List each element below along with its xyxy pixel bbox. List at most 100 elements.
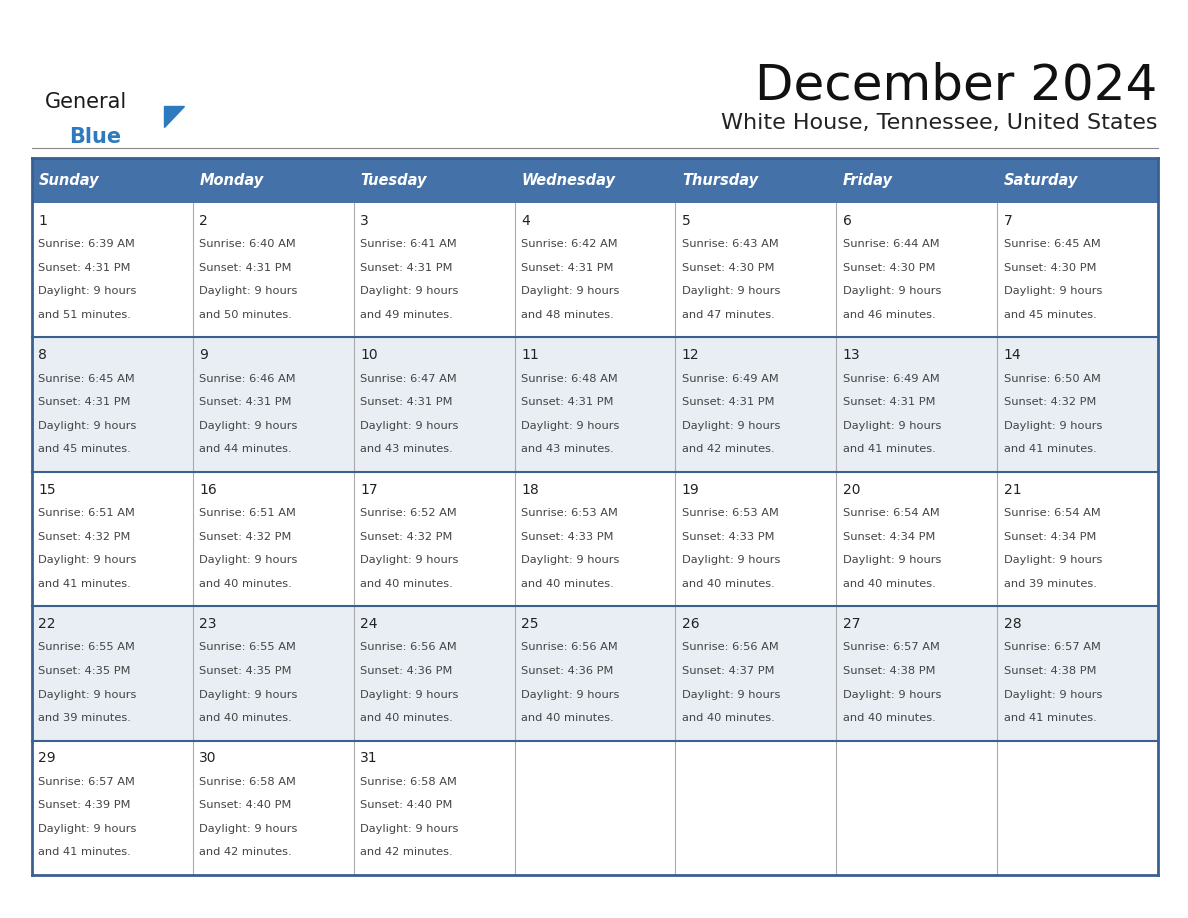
Text: 19: 19 [682,483,700,497]
Text: Sunrise: 6:54 AM: Sunrise: 6:54 AM [1004,508,1100,518]
Text: Sunset: 4:31 PM: Sunset: 4:31 PM [200,263,292,273]
Text: Sunset: 4:37 PM: Sunset: 4:37 PM [682,666,775,676]
Text: Sunset: 4:30 PM: Sunset: 4:30 PM [842,263,935,273]
Text: Sunset: 4:36 PM: Sunset: 4:36 PM [522,666,613,676]
Text: Sunrise: 6:58 AM: Sunrise: 6:58 AM [360,777,457,787]
Text: General: General [45,92,127,112]
Text: Daylight: 9 hours: Daylight: 9 hours [200,689,298,700]
Text: Sunrise: 6:43 AM: Sunrise: 6:43 AM [682,240,778,250]
Text: Daylight: 9 hours: Daylight: 9 hours [522,286,619,297]
Text: Sunset: 4:39 PM: Sunset: 4:39 PM [38,800,131,811]
Text: Sunrise: 6:45 AM: Sunrise: 6:45 AM [1004,240,1100,250]
Text: 28: 28 [1004,617,1022,631]
Text: Daylight: 9 hours: Daylight: 9 hours [38,420,137,431]
Text: and 40 minutes.: and 40 minutes. [842,578,935,588]
Text: 20: 20 [842,483,860,497]
Text: Saturday: Saturday [1004,173,1078,188]
Text: Sunset: 4:31 PM: Sunset: 4:31 PM [200,397,292,408]
Text: and 43 minutes.: and 43 minutes. [360,444,453,454]
Text: Daylight: 9 hours: Daylight: 9 hours [522,689,619,700]
Text: and 43 minutes.: and 43 minutes. [522,444,614,454]
Text: December 2024: December 2024 [754,62,1157,109]
Text: 16: 16 [200,483,217,497]
Text: Sunrise: 6:49 AM: Sunrise: 6:49 AM [842,374,940,384]
Text: Sunrise: 6:39 AM: Sunrise: 6:39 AM [38,240,135,250]
Text: Daylight: 9 hours: Daylight: 9 hours [360,420,459,431]
Text: Sunrise: 6:51 AM: Sunrise: 6:51 AM [38,508,135,518]
Text: Sunset: 4:34 PM: Sunset: 4:34 PM [842,532,935,542]
Text: Sunset: 4:35 PM: Sunset: 4:35 PM [38,666,131,676]
Text: 8: 8 [38,348,48,363]
Text: 15: 15 [38,483,56,497]
Text: Daylight: 9 hours: Daylight: 9 hours [522,555,619,565]
Text: 10: 10 [360,348,378,363]
Text: 24: 24 [360,617,378,631]
Text: and 39 minutes.: and 39 minutes. [1004,578,1097,588]
Bar [32,472,1158,606]
Text: Sunset: 4:34 PM: Sunset: 4:34 PM [1004,532,1097,542]
Text: and 40 minutes.: and 40 minutes. [360,713,453,723]
Text: 1: 1 [38,214,48,228]
Text: 3: 3 [360,214,369,228]
Text: 17: 17 [360,483,378,497]
Text: and 41 minutes.: and 41 minutes. [1004,713,1097,723]
Polygon shape [164,106,184,127]
Text: and 40 minutes.: and 40 minutes. [682,713,775,723]
Text: 6: 6 [842,214,852,228]
Text: Daylight: 9 hours: Daylight: 9 hours [200,824,298,834]
Text: 9: 9 [200,348,208,363]
Text: Sunrise: 6:51 AM: Sunrise: 6:51 AM [200,508,296,518]
Text: and 41 minutes.: and 41 minutes. [38,578,131,588]
Text: 2: 2 [200,214,208,228]
Text: Sunset: 4:31 PM: Sunset: 4:31 PM [522,397,613,408]
Text: Daylight: 9 hours: Daylight: 9 hours [38,824,137,834]
Text: Sunset: 4:31 PM: Sunset: 4:31 PM [682,397,775,408]
Text: Daylight: 9 hours: Daylight: 9 hours [38,555,137,565]
Text: Sunrise: 6:55 AM: Sunrise: 6:55 AM [38,643,135,653]
Text: 12: 12 [682,348,700,363]
Text: and 41 minutes.: and 41 minutes. [842,444,935,454]
Text: 29: 29 [38,751,56,766]
Text: Daylight: 9 hours: Daylight: 9 hours [200,555,298,565]
Text: and 39 minutes.: and 39 minutes. [38,713,132,723]
Text: 18: 18 [522,483,538,497]
Text: Daylight: 9 hours: Daylight: 9 hours [360,555,459,565]
Text: Sunset: 4:40 PM: Sunset: 4:40 PM [360,800,453,811]
Text: Daylight: 9 hours: Daylight: 9 hours [200,286,298,297]
Text: 25: 25 [522,617,538,631]
Text: 23: 23 [200,617,216,631]
Text: and 42 minutes.: and 42 minutes. [360,847,453,857]
Text: and 40 minutes.: and 40 minutes. [200,578,292,588]
Text: Daylight: 9 hours: Daylight: 9 hours [682,555,781,565]
Text: Sunrise: 6:48 AM: Sunrise: 6:48 AM [522,374,618,384]
Text: Sunrise: 6:46 AM: Sunrise: 6:46 AM [200,374,296,384]
Text: 21: 21 [1004,483,1022,497]
Text: and 41 minutes.: and 41 minutes. [1004,444,1097,454]
Text: 14: 14 [1004,348,1022,363]
Text: Sunrise: 6:40 AM: Sunrise: 6:40 AM [200,240,296,250]
Text: Sunrise: 6:45 AM: Sunrise: 6:45 AM [38,374,135,384]
Text: and 40 minutes.: and 40 minutes. [682,578,775,588]
Text: Daylight: 9 hours: Daylight: 9 hours [360,689,459,700]
Text: and 48 minutes.: and 48 minutes. [522,310,614,319]
Text: Sunset: 4:32 PM: Sunset: 4:32 PM [38,532,131,542]
Text: Tuesday: Tuesday [360,173,426,188]
Bar [32,158,1158,203]
Text: and 40 minutes.: and 40 minutes. [522,713,614,723]
Text: and 44 minutes.: and 44 minutes. [200,444,292,454]
Text: Sunrise: 6:57 AM: Sunrise: 6:57 AM [842,643,940,653]
Text: Daylight: 9 hours: Daylight: 9 hours [682,420,781,431]
Text: 13: 13 [842,348,860,363]
Text: Sunrise: 6:44 AM: Sunrise: 6:44 AM [842,240,940,250]
Text: Daylight: 9 hours: Daylight: 9 hours [682,689,781,700]
Text: and 40 minutes.: and 40 minutes. [522,578,614,588]
Text: Daylight: 9 hours: Daylight: 9 hours [200,420,298,431]
Text: and 50 minutes.: and 50 minutes. [200,310,292,319]
Text: Daylight: 9 hours: Daylight: 9 hours [682,286,781,297]
Text: and 51 minutes.: and 51 minutes. [38,310,132,319]
Text: Sunrise: 6:53 AM: Sunrise: 6:53 AM [522,508,618,518]
Text: Sunset: 4:32 PM: Sunset: 4:32 PM [360,532,453,542]
Text: Daylight: 9 hours: Daylight: 9 hours [360,824,459,834]
Text: Daylight: 9 hours: Daylight: 9 hours [1004,420,1102,431]
Text: and 45 minutes.: and 45 minutes. [1004,310,1097,319]
